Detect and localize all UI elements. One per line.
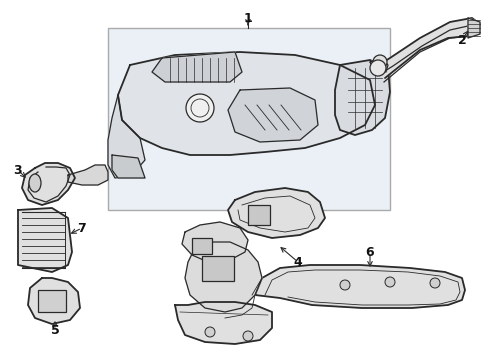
Polygon shape <box>254 265 464 308</box>
Polygon shape <box>108 95 145 178</box>
Polygon shape <box>28 278 80 324</box>
Text: 2: 2 <box>457 33 466 46</box>
Ellipse shape <box>29 174 41 192</box>
Circle shape <box>204 327 215 337</box>
Bar <box>38 290 66 312</box>
Text: 4: 4 <box>293 256 302 269</box>
Circle shape <box>369 60 385 76</box>
Polygon shape <box>118 52 374 155</box>
Polygon shape <box>373 18 479 78</box>
Polygon shape <box>112 155 145 178</box>
Circle shape <box>339 280 349 290</box>
Bar <box>192 238 212 254</box>
Circle shape <box>384 277 394 287</box>
Bar <box>247 205 269 225</box>
Polygon shape <box>18 208 72 272</box>
Bar <box>108 28 389 210</box>
Circle shape <box>429 278 439 288</box>
Text: 1: 1 <box>243 12 252 24</box>
Polygon shape <box>182 222 247 262</box>
Polygon shape <box>227 88 317 142</box>
Text: 3: 3 <box>14 163 22 176</box>
Text: 5: 5 <box>51 324 59 337</box>
Polygon shape <box>334 60 389 135</box>
Circle shape <box>372 55 386 69</box>
Polygon shape <box>22 163 75 205</box>
Circle shape <box>243 331 252 341</box>
Polygon shape <box>68 165 108 185</box>
Polygon shape <box>175 302 271 344</box>
Polygon shape <box>467 18 479 38</box>
Polygon shape <box>184 242 262 312</box>
Text: 6: 6 <box>365 246 373 258</box>
Polygon shape <box>227 188 325 238</box>
Bar <box>202 256 234 281</box>
Polygon shape <box>369 58 387 72</box>
Circle shape <box>185 94 214 122</box>
Text: 7: 7 <box>78 221 86 234</box>
Polygon shape <box>152 52 242 82</box>
